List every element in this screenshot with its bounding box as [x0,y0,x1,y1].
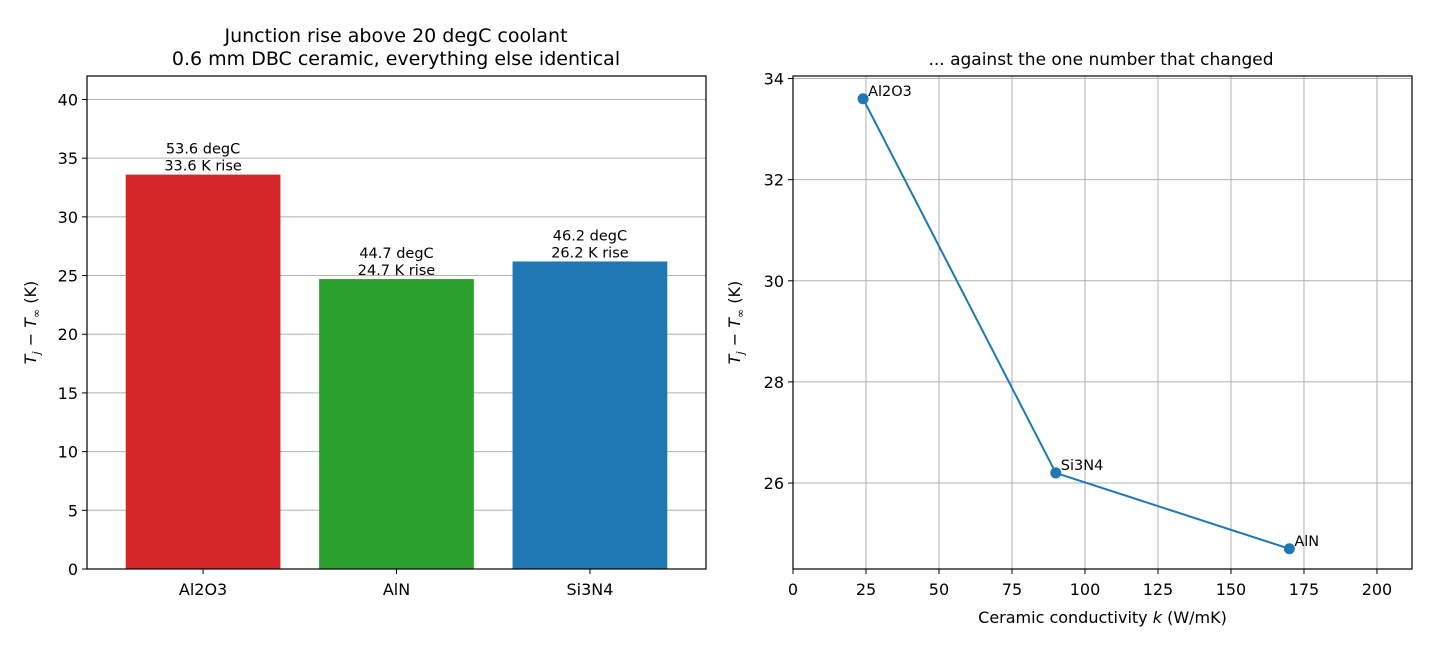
x-tick-label: 75 [1002,580,1022,599]
bar-value-label: 46.2 degC [553,228,627,244]
bar-chart-title-line1: Junction rise above 20 degC coolant [223,25,567,47]
x-tick-label: Al2O3 [179,580,227,599]
line-chart-title: ... against the one number that changed [928,50,1273,70]
y-axis-label: Tj − T∞ (K) [725,281,747,364]
plot-frame [86,75,707,570]
y-tick-label: 32 [764,171,784,190]
y-tick-label: 35 [58,149,78,168]
x-tick-label: 175 [1289,580,1320,599]
bar [512,261,668,569]
y-tick-label: 5 [68,501,78,520]
bar-value-label: 26.2 K rise [551,245,629,261]
y-tick-label: 15 [58,384,78,403]
point-annotation: Al2O3 [868,84,912,100]
point-annotation: Si3N4 [1061,458,1104,474]
plot-frame [792,75,1413,570]
x-tick-label: 125 [1143,580,1174,599]
series-line [862,98,1290,550]
y-tick-label: 0 [68,560,78,579]
y-tick-label: 40 [58,90,78,109]
x-tick-label: 100 [1070,580,1101,599]
x-tick-label: 50 [929,580,949,599]
line-chart-panel: ... against the one number that changed … [725,50,1413,627]
y-axis-label: Tj − T∞ (K) [21,281,43,364]
bar-chart-title-line2: 0.6 mm DBC ceramic, everything else iden… [172,48,620,70]
bar-value-label: 53.6 degC [166,142,240,158]
x-tick-label: AlN [383,580,410,599]
data-point [1283,543,1295,555]
x-tick-label: 200 [1362,580,1393,599]
y-tick-label: 26 [764,474,784,493]
x-tick-label: Si3N4 [566,580,613,599]
data-point [1050,467,1062,479]
y-tick-label: 20 [58,325,78,344]
y-tick-label: 30 [764,272,784,291]
bar-value-label: 24.7 K rise [358,263,436,279]
y-tick-label: 34 [764,70,784,89]
y-tick-label: 25 [58,267,78,286]
bar-value-label: 33.6 K rise [164,159,242,175]
bar-value-label: 44.7 degC [359,246,433,262]
x-tick-label: 25 [856,580,876,599]
y-tick-label: 10 [58,443,78,462]
y-tick-label: 30 [58,208,78,227]
x-tick-label: 0 [788,580,798,599]
x-tick-label: 150 [1216,580,1247,599]
y-tick-label: 28 [764,373,784,392]
point-annotation: AlN [1294,534,1319,550]
x-axis-label: Ceramic conductivity k (W/mK) [978,608,1227,627]
bar [319,279,474,569]
bar [125,174,281,569]
data-point [857,93,869,105]
bar-chart-panel: Junction rise above 20 degC coolant 0.6 … [21,25,707,599]
